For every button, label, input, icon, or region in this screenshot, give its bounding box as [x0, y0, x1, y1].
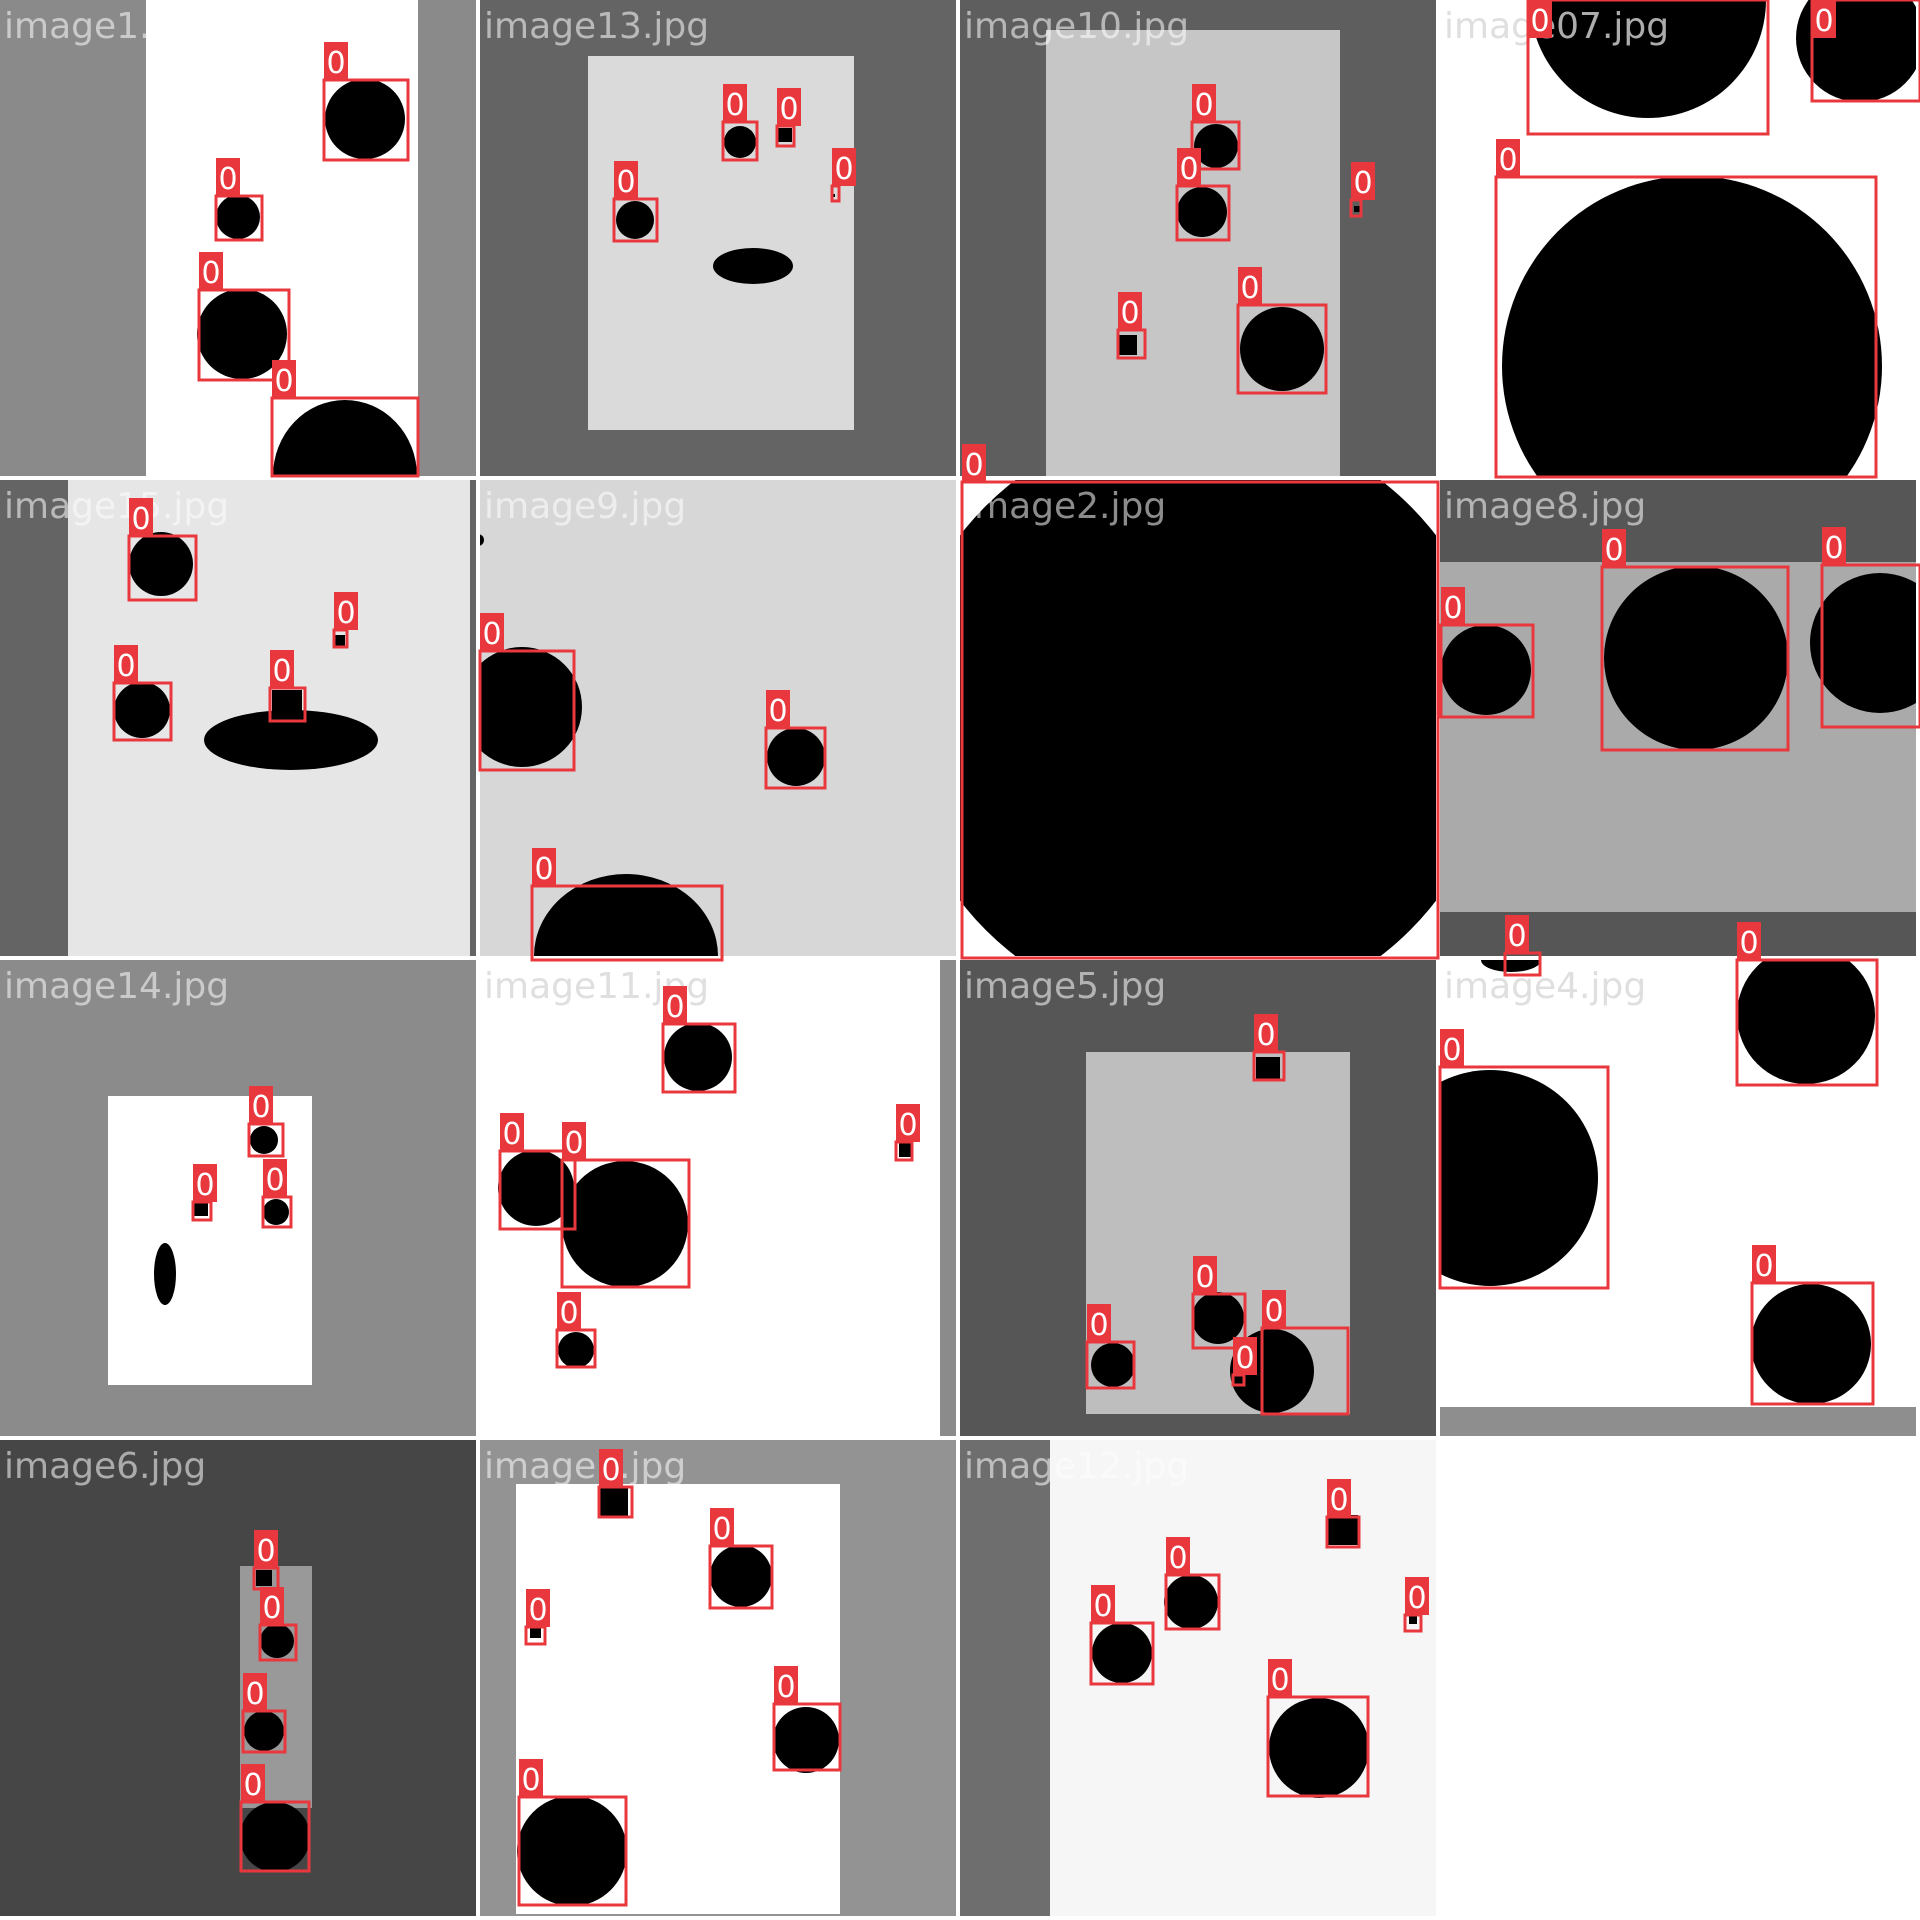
empty-tile: [1440, 1440, 1916, 1916]
tile-image5: image5.jpg: [960, 960, 1436, 1436]
tile-image8: image8.jpg: [1440, 480, 1916, 956]
tile-image9: image9.jpg: [480, 480, 956, 956]
tile-image12: image12.jpg: [960, 1440, 1436, 1916]
tile-image4: image4.jpg: [1440, 960, 1916, 1436]
tile-image13: image13.jpg: [480, 0, 956, 476]
tile-image6: image6.jpg: [0, 1440, 476, 1916]
tile-image07: image07.jpg: [1440, 0, 1916, 476]
tile-image15: image15.jpg: [0, 480, 476, 956]
tile-image1: image1.jpg: [0, 0, 476, 476]
tile-image10: image10.jpg: [960, 0, 1436, 476]
tile-image2: image2.jpg: [960, 480, 1436, 956]
tile-image3: image3.jpg: [480, 1440, 956, 1916]
tile-image14: image14.jpg: [0, 960, 476, 1436]
tile-image11: image11.jpg: [480, 960, 956, 1436]
